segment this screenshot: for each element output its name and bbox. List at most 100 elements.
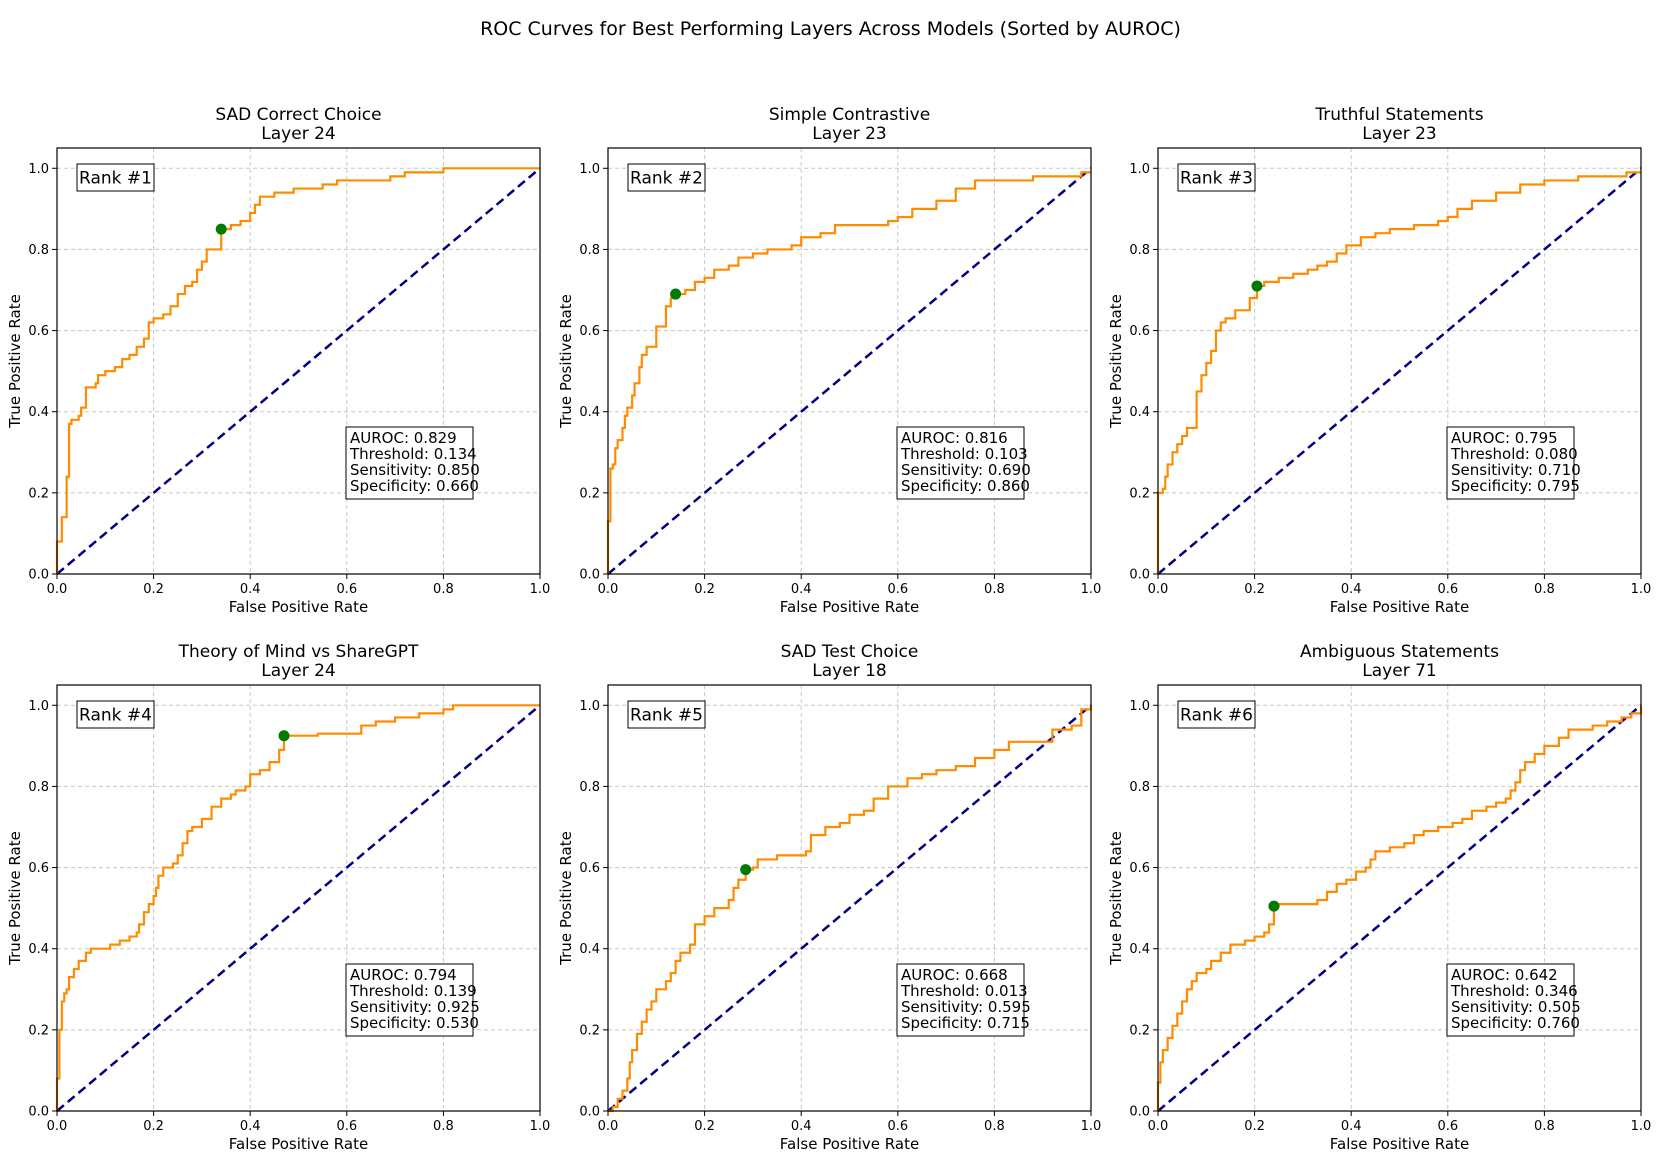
axes-frame — [1157, 147, 1642, 575]
chance-diagonal-line — [1157, 167, 1642, 575]
x-tick-label: 0.8 — [984, 1119, 1005, 1134]
panel-subtitle: Layer 23 — [812, 124, 886, 144]
stats-line: Threshold: 0.103 — [900, 445, 1028, 463]
x-tick-label: 0.8 — [1534, 1119, 1555, 1134]
stats-box-frame — [896, 426, 1025, 500]
stats-line: AUROC: 0.642 — [1451, 966, 1558, 984]
stats-box-frame — [345, 426, 474, 500]
x-tick-label: 1.0 — [1081, 1119, 1102, 1134]
y-tick-label: 0.8 — [1129, 780, 1150, 795]
x-tick-label: 0.8 — [433, 582, 454, 597]
panel-subtitle: Layer 24 — [261, 124, 335, 144]
panel-title: SAD Test Choice — [781, 642, 919, 662]
x-tick-label: 0.0 — [598, 582, 619, 597]
panel-subtitle: Layer 71 — [1362, 661, 1436, 681]
y-tick-label: 1.0 — [28, 162, 49, 177]
x-tick-label: 1.0 — [1631, 582, 1652, 597]
y-tick-label: 0.6 — [579, 861, 600, 876]
y-tick-label: 0.2 — [1129, 1023, 1150, 1038]
stats-line: AUROC: 0.829 — [350, 429, 457, 447]
y-tick-label: 0.8 — [1129, 243, 1150, 258]
stats-line: AUROC: 0.795 — [1451, 429, 1558, 447]
y-tick-label: 0.2 — [579, 486, 600, 501]
axes-frame — [56, 147, 541, 575]
y-tick-label: 1.0 — [1129, 699, 1150, 714]
y-tick-label: 0.2 — [28, 486, 49, 501]
figure-title: ROC Curves for Best Performing Layers Ac… — [480, 18, 1181, 40]
rank-label: Rank #6 — [1180, 706, 1253, 726]
y-tick-label: 1.0 — [1129, 162, 1150, 177]
y-tick-label: 0.0 — [579, 1105, 600, 1120]
x-tick-label: 0.0 — [47, 582, 68, 597]
rank-badge-box — [1177, 163, 1256, 192]
y-axis-label: True Positive Rate — [1107, 831, 1125, 966]
optimal-threshold-point — [740, 864, 752, 876]
stats-line: AUROC: 0.816 — [901, 429, 1008, 447]
panel-title: SAD Correct Choice — [215, 105, 381, 125]
y-tick-label: 1.0 — [28, 699, 49, 714]
x-tick-label: 1.0 — [530, 1119, 551, 1134]
x-tick-label: 0.4 — [1341, 1119, 1362, 1134]
y-tick-label: 0.4 — [28, 942, 49, 957]
x-tick-label: 0.2 — [143, 1119, 164, 1134]
y-tick-label: 1.0 — [579, 699, 600, 714]
optimal-threshold-point — [278, 730, 290, 742]
rank-badge-box — [1177, 700, 1256, 729]
x-axis-label: False Positive Rate — [780, 598, 919, 616]
axes-frame — [607, 147, 1092, 575]
x-tick-label: 0.4 — [791, 582, 812, 597]
y-tick-label: 0.0 — [579, 568, 600, 583]
y-tick-label: 0.0 — [1129, 568, 1150, 583]
chance-diagonal-line — [607, 167, 1092, 575]
x-tick-label: 1.0 — [1081, 582, 1102, 597]
rank-badge: Rank #4 — [76, 700, 155, 729]
roc-curve — [1156, 705, 1643, 1111]
panel-title: Truthful Statements — [1314, 105, 1483, 125]
panel-subtitle: Layer 23 — [1362, 124, 1436, 144]
stats-line: Sensitivity: 0.850 — [350, 461, 480, 479]
x-tick-label: 1.0 — [530, 582, 551, 597]
stats-line: Threshold: 0.139 — [349, 982, 477, 1000]
x-tick-label: 0.4 — [1341, 582, 1362, 597]
stats-line: AUROC: 0.794 — [350, 966, 457, 984]
stats-box-frame — [345, 963, 474, 1037]
y-tick-label: 0.4 — [1129, 405, 1150, 420]
x-tick-label: 0.0 — [598, 1119, 619, 1134]
stats-line: Specificity: 0.715 — [901, 1014, 1030, 1032]
y-axis-label: True Positive Rate — [6, 294, 24, 429]
y-tick-label: 0.0 — [28, 1105, 49, 1120]
x-tick-label: 0.4 — [240, 582, 261, 597]
rank-label: Rank #1 — [79, 169, 152, 189]
axes-frame — [607, 684, 1092, 1112]
rank-badge: Rank #3 — [1177, 163, 1256, 192]
stats-line: Specificity: 0.760 — [1451, 1014, 1580, 1032]
stats-line: Specificity: 0.795 — [1451, 477, 1580, 495]
stats-line: Sensitivity: 0.595 — [901, 998, 1031, 1016]
axes-frame — [56, 684, 541, 1112]
stats-box-frame — [1446, 963, 1575, 1037]
stats-line: Sensitivity: 0.505 — [1451, 998, 1581, 1016]
x-tick-label: 0.4 — [791, 1119, 812, 1134]
rank-badge-box — [627, 163, 706, 192]
x-tick-label: 0.2 — [143, 582, 164, 597]
x-axis-label: False Positive Rate — [229, 598, 368, 616]
y-tick-label: 0.6 — [28, 324, 49, 339]
y-axis-label: True Positive Rate — [1107, 294, 1125, 429]
y-tick-label: 0.2 — [579, 1023, 600, 1038]
stats-line: Threshold: 0.134 — [349, 445, 477, 463]
stats-line: Threshold: 0.013 — [900, 982, 1028, 1000]
panel-title: Ambiguous Statements — [1300, 642, 1499, 662]
stats-line: Sensitivity: 0.925 — [350, 998, 480, 1016]
x-tick-label: 0.6 — [336, 1119, 357, 1134]
stats-line: Specificity: 0.530 — [350, 1014, 479, 1032]
rank-label: Rank #4 — [79, 706, 152, 726]
y-tick-label: 0.0 — [1129, 1105, 1150, 1120]
stats-line: Specificity: 0.660 — [350, 477, 479, 495]
x-tick-label: 0.8 — [1534, 582, 1555, 597]
